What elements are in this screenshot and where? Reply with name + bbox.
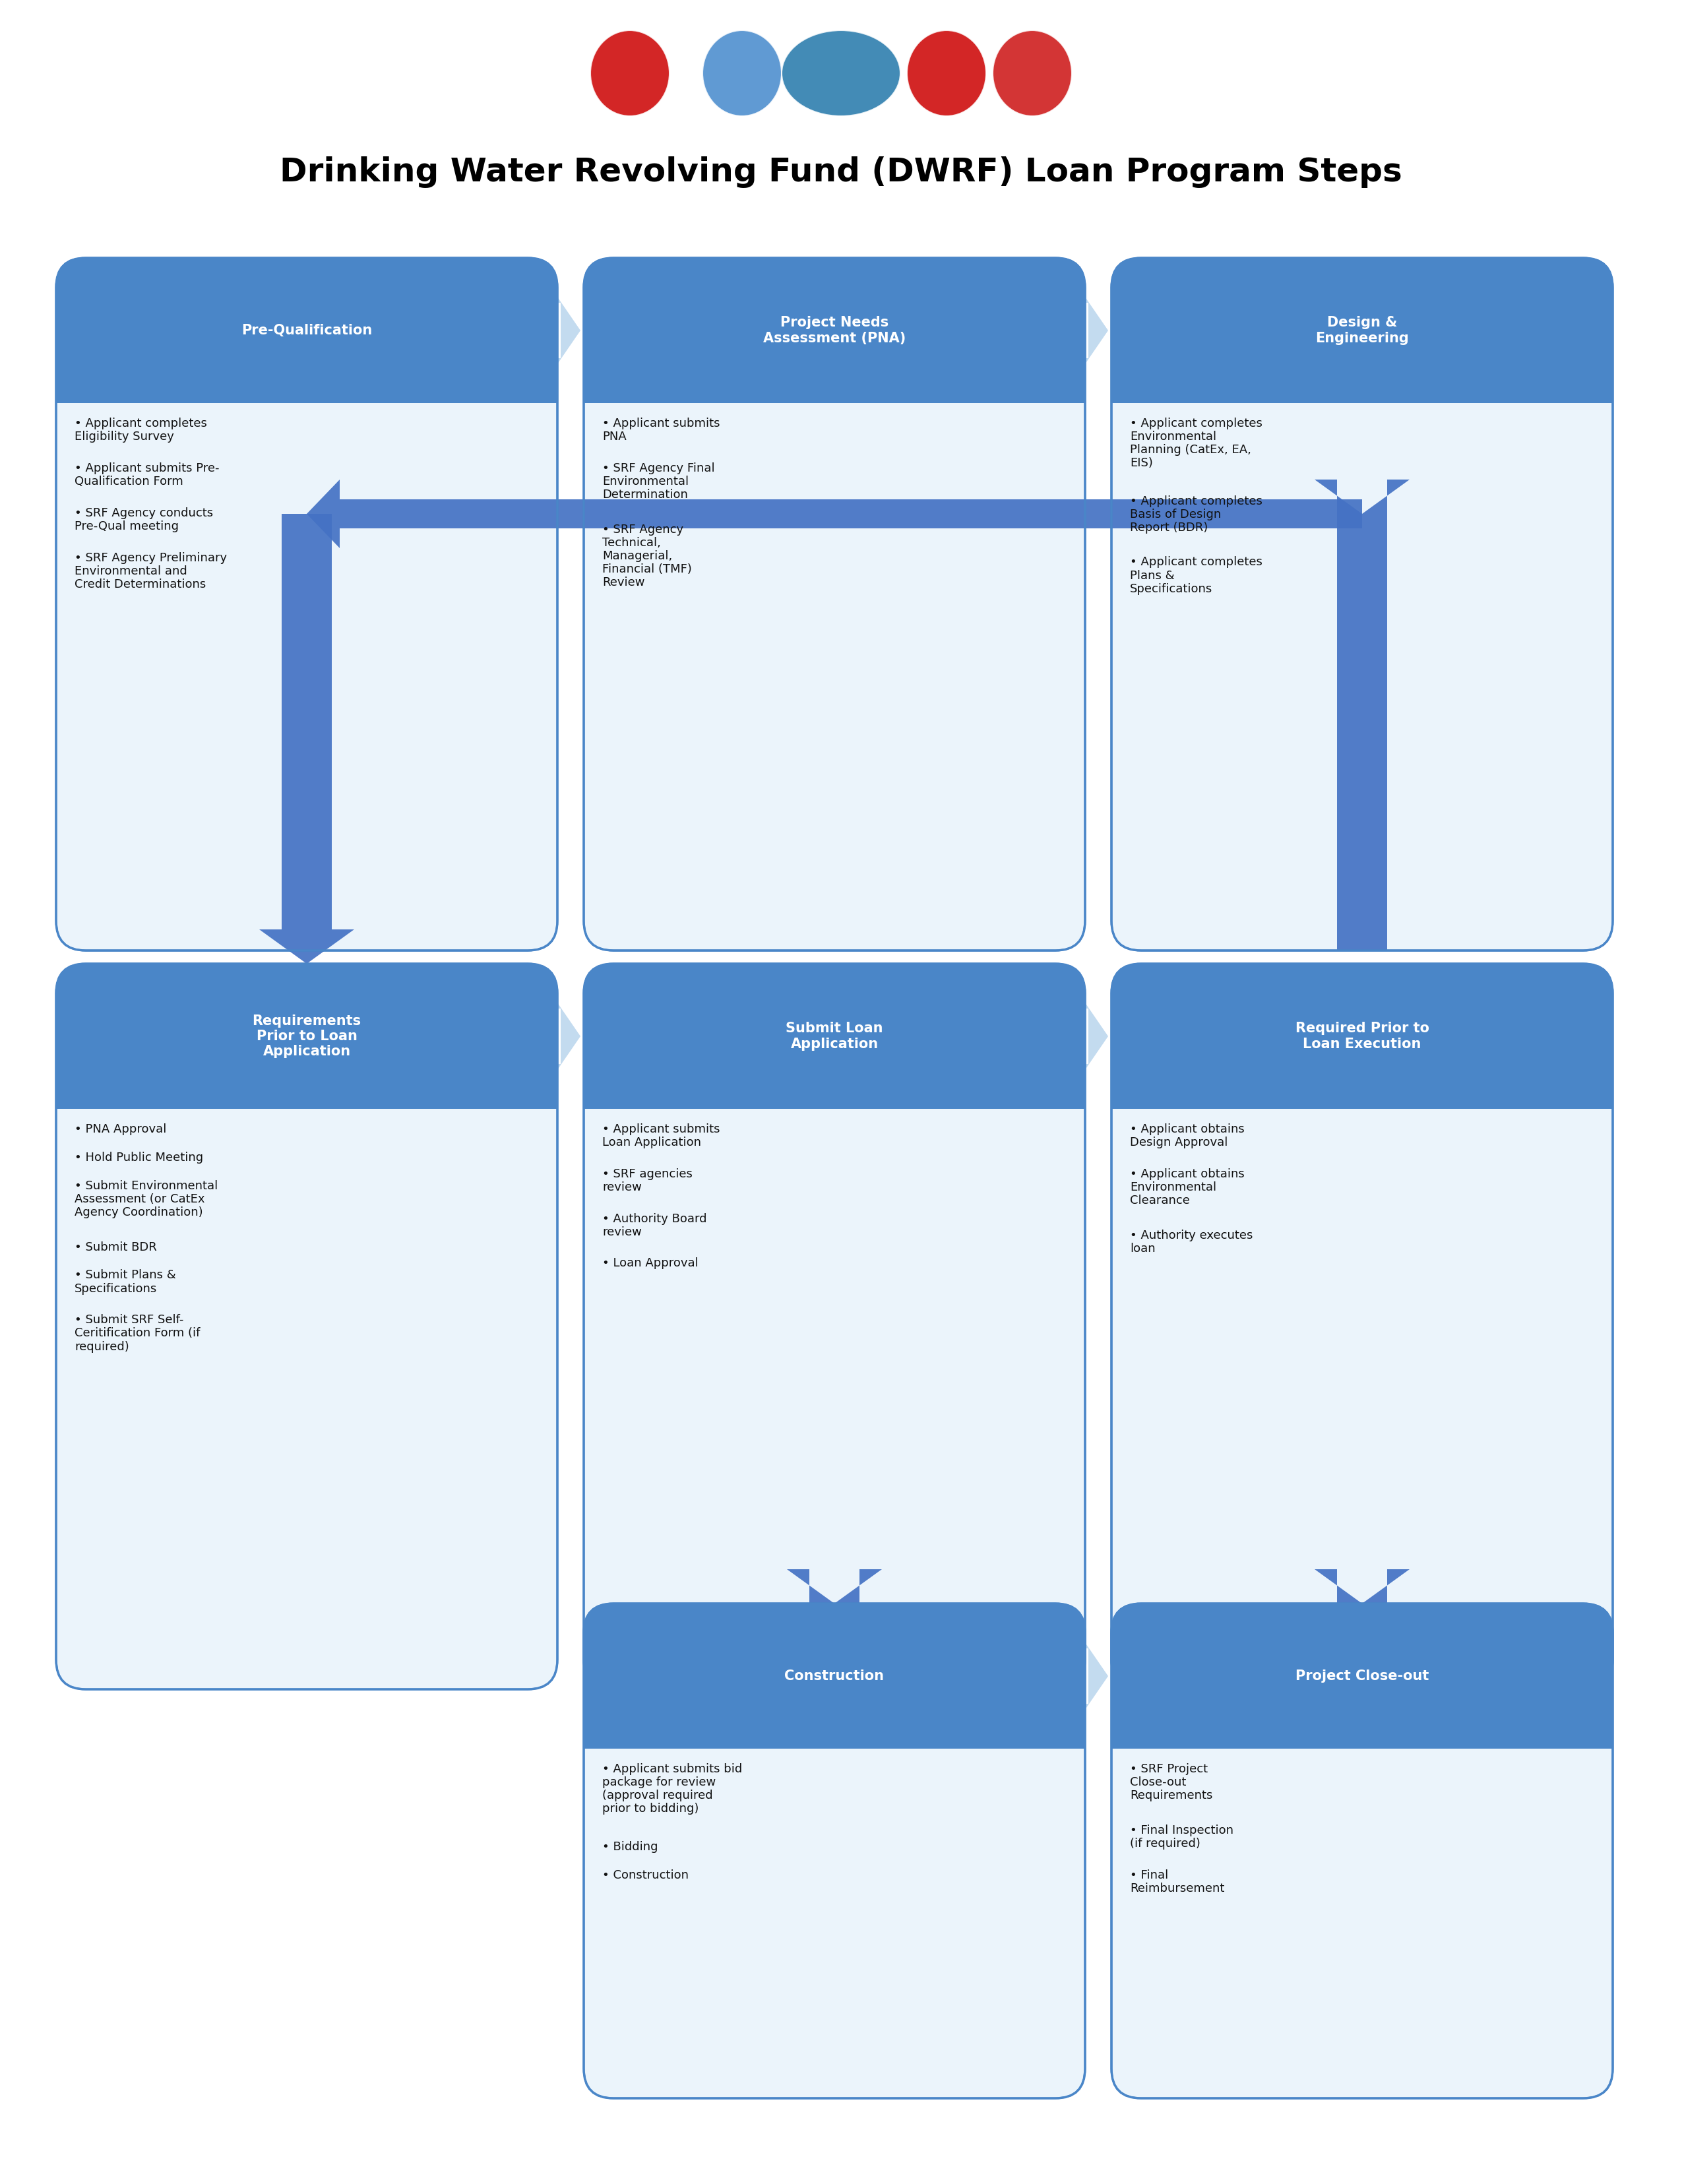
Text: Project Needs
Assessment (PNA): Project Needs Assessment (PNA) [764,317,905,345]
Text: • Final
Reimbursement: • Final Reimbursement [1130,1870,1224,1894]
Text: • Applicant submits
PNA: • Applicant submits PNA [602,417,720,443]
Text: • Final Inspection
(if required): • Final Inspection (if required) [1130,1824,1233,1850]
FancyBboxPatch shape [1112,963,1613,1688]
FancyBboxPatch shape [584,1603,1085,1749]
Text: Required Prior to
Loan Execution: Required Prior to Loan Execution [1295,1022,1430,1051]
FancyBboxPatch shape [1112,258,1613,404]
Text: Design &
Engineering: Design & Engineering [1315,317,1410,345]
Text: • Bidding: • Bidding [602,1841,658,1852]
Text: • Applicant submits
Loan Application: • Applicant submits Loan Application [602,1123,720,1149]
FancyBboxPatch shape [56,258,557,404]
Bar [56,1079,557,1109]
FancyBboxPatch shape [1112,258,1613,950]
Bar [584,373,1085,404]
Polygon shape [1071,277,1108,382]
FancyBboxPatch shape [584,963,1085,1688]
Ellipse shape [992,31,1071,116]
Text: Pre-Qualification: Pre-Qualification [241,323,372,336]
Text: • Applicant completes
Environmental
Planning (CatEx, EA,
EIS): • Applicant completes Environmental Plan… [1130,417,1263,470]
Ellipse shape [907,31,986,116]
Text: • Applicant submits bid
package for review
(approval required
prior to bidding): • Applicant submits bid package for revi… [602,1762,742,1815]
Ellipse shape [703,31,782,116]
FancyBboxPatch shape [1112,963,1613,1109]
Polygon shape [259,513,355,963]
Text: Drinking Water Revolving Fund (DWRF) Loan Program Steps: Drinking Water Revolving Fund (DWRF) Loa… [279,157,1403,188]
Text: • SRF Agency Preliminary
Environmental and
Credit Determinations: • SRF Agency Preliminary Environmental a… [74,553,227,590]
Bar [1112,1079,1613,1109]
Text: • Applicant completes
Plans &
Specifications: • Applicant completes Plans & Specificat… [1130,557,1263,594]
Polygon shape [306,480,1362,548]
Text: • PNA Approval: • PNA Approval [74,1123,167,1136]
Text: • Applicant completes
Basis of Design
Report (BDR): • Applicant completes Basis of Design Re… [1130,496,1263,533]
Text: • SRF Agency
Technical,
Managerial,
Financial (TMF)
Review: • SRF Agency Technical, Managerial, Fina… [602,524,691,587]
FancyBboxPatch shape [584,963,1085,1109]
FancyBboxPatch shape [1112,1603,1613,1749]
Text: • Applicant submits Pre-
Qualification Form: • Applicant submits Pre- Qualification F… [74,463,219,487]
Text: • Authority executes
loan: • Authority executes loan [1130,1230,1253,1254]
Bar [584,1719,1085,1749]
Polygon shape [1071,983,1108,1090]
Polygon shape [545,277,580,382]
Text: Requirements
Prior to Loan
Application: Requirements Prior to Loan Application [252,1013,362,1059]
Text: • Loan Approval: • Loan Approval [602,1258,698,1269]
FancyBboxPatch shape [56,258,557,950]
FancyBboxPatch shape [584,258,1085,404]
Text: • SRF Agency conducts
Pre-Qual meeting: • SRF Agency conducts Pre-Qual meeting [74,507,214,533]
FancyBboxPatch shape [584,1603,1085,2099]
Text: • Applicant completes
Eligibility Survey: • Applicant completes Eligibility Survey [74,417,207,443]
FancyBboxPatch shape [56,963,557,1109]
Text: • Authority Board
review: • Authority Board review [602,1212,706,1238]
Text: Construction: Construction [784,1669,885,1682]
Polygon shape [1315,1570,1410,1688]
Text: • Submit BDR: • Submit BDR [74,1241,156,1254]
Text: • Applicant obtains
Environmental
Clearance: • Applicant obtains Environmental Cleara… [1130,1168,1245,1206]
FancyBboxPatch shape [1112,1603,1613,2099]
Text: • SRF Agency Final
Environmental
Determination: • SRF Agency Final Environmental Determi… [602,463,715,500]
FancyBboxPatch shape [584,258,1085,950]
Polygon shape [545,983,580,1090]
Text: • Submit Plans &
Specifications: • Submit Plans & Specifications [74,1269,177,1295]
Bar [1112,373,1613,404]
Text: • Submit SRF Self-
Ceritification Form (if
required): • Submit SRF Self- Ceritification Form (… [74,1315,200,1352]
Bar [1112,1719,1613,1749]
Bar [584,1079,1085,1109]
Text: • SRF agencies
review: • SRF agencies review [602,1168,693,1192]
Ellipse shape [590,31,669,116]
Text: • Submit Environmental
Assessment (or CatEx
Agency Coordination): • Submit Environmental Assessment (or Ca… [74,1179,219,1219]
Text: Project Close-out: Project Close-out [1295,1669,1428,1682]
FancyBboxPatch shape [56,963,557,1688]
Text: • Applicant obtains
Design Approval: • Applicant obtains Design Approval [1130,1123,1245,1149]
Ellipse shape [782,31,900,116]
Polygon shape [787,1570,881,1688]
Polygon shape [1071,1623,1108,1730]
Polygon shape [1315,480,1410,950]
Bar [56,373,557,404]
Text: • Hold Public Meeting: • Hold Public Meeting [74,1151,204,1164]
Text: • SRF Project
Close-out
Requirements: • SRF Project Close-out Requirements [1130,1762,1213,1802]
Text: • Construction: • Construction [602,1870,688,1880]
Text: Submit Loan
Application: Submit Loan Application [785,1022,883,1051]
